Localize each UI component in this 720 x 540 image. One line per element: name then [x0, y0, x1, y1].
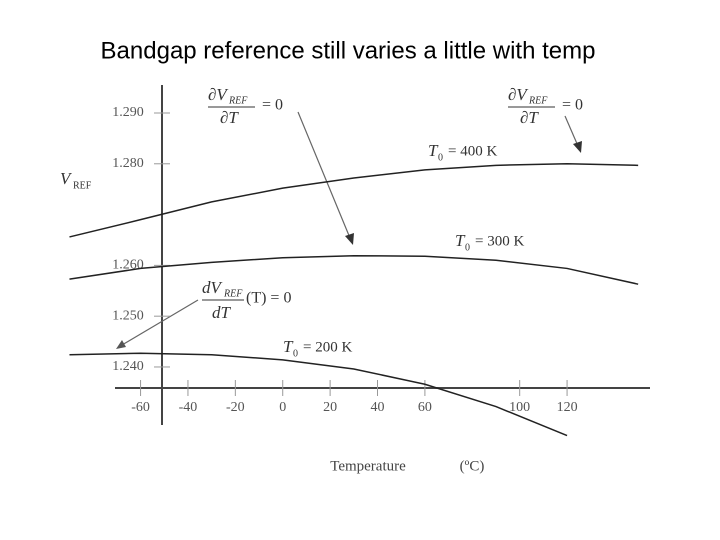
x-tick-label: -60: [131, 400, 150, 415]
annotation-numerator: dV: [202, 278, 224, 297]
arrow: [297, 111, 351, 239]
legend-label: = 200 K: [303, 339, 352, 355]
legend-symbol: T: [283, 337, 294, 356]
annotation-denominator: dT: [212, 303, 232, 322]
x-tick-label: 40: [371, 400, 385, 415]
x-unit: (ºC): [460, 458, 485, 474]
annotation-sub: REF: [223, 288, 243, 299]
x-tick-label: 60: [418, 400, 432, 415]
annotation-sub: REF: [528, 95, 548, 106]
annotation-denominator: ∂T: [520, 108, 539, 127]
annotation-denominator: ∂T: [220, 108, 239, 127]
line: [69, 163, 639, 238]
y-tick-label: 1.280: [112, 156, 144, 171]
legend-symbol: T: [428, 141, 439, 160]
annotation-numerator: ∂V: [508, 85, 529, 104]
annotation-numerator: ∂V: [208, 85, 229, 104]
annotation-rhs: = 0: [562, 97, 583, 114]
legend-symbol: T: [455, 231, 466, 250]
arrow: [121, 299, 199, 346]
y-tick-label: 1.290: [112, 105, 144, 120]
slide-title: Bandgap reference still varies a little …: [101, 37, 596, 64]
y-label: V: [60, 169, 73, 188]
x-label: Temperature: [330, 458, 406, 474]
arrowhead: [345, 233, 354, 245]
legend-sub: 0: [465, 242, 470, 253]
annotation-rhs: = 0: [262, 97, 283, 114]
y-tick-label: 1.250: [112, 308, 144, 323]
annotation-rhs: (T) = 0: [246, 290, 291, 307]
legend-label: = 400 K: [448, 143, 497, 159]
arrow: [564, 115, 579, 147]
line: [69, 352, 568, 437]
x-tick-label: 120: [557, 400, 578, 415]
y-tick-label: 1.240: [112, 359, 144, 374]
line: [69, 254, 639, 285]
x-tick-label: -20: [226, 400, 245, 415]
x-tick-label: 100: [509, 400, 530, 415]
legend-label: = 300 K: [475, 233, 524, 249]
annotation-sub: REF: [228, 95, 248, 106]
y-label-sub: REF: [73, 180, 92, 191]
x-tick-label: 20: [323, 400, 337, 415]
x-tick-label: -40: [179, 400, 198, 415]
legend-sub: 0: [293, 348, 298, 359]
legend-sub: 0: [438, 152, 443, 163]
arrowhead: [116, 340, 126, 349]
arrowhead: [573, 141, 582, 153]
x-tick-label: 0: [279, 400, 286, 415]
